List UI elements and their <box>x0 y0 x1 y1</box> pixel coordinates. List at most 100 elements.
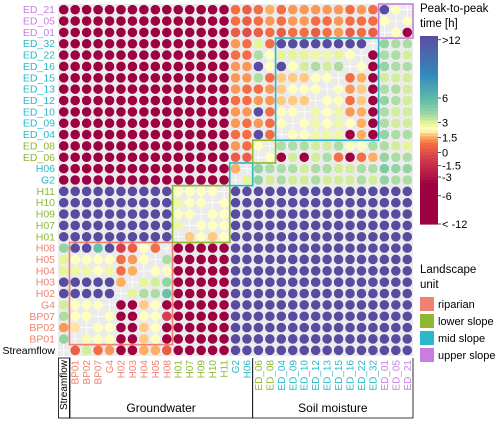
heatmap-point <box>161 141 172 151</box>
heatmap-point <box>70 84 80 94</box>
colorbar-segment <box>420 205 438 209</box>
heatmap-point <box>104 61 115 72</box>
heatmap-point <box>104 231 115 242</box>
heatmap-point <box>70 288 80 299</box>
heatmap-point <box>356 345 367 356</box>
heatmap-point <box>242 73 252 83</box>
heatmap-point <box>265 73 275 83</box>
colorbar-segment <box>420 186 438 191</box>
heatmap-point <box>81 197 92 208</box>
heatmap-point <box>219 73 229 83</box>
heatmap-point <box>368 163 378 174</box>
heatmap-point <box>356 243 367 253</box>
heatmap-point <box>93 27 103 38</box>
heatmap-point <box>161 254 172 265</box>
heatmap-point <box>173 243 184 253</box>
heatmap-point <box>230 277 241 287</box>
heatmap-point <box>104 152 115 163</box>
heatmap-point <box>184 254 195 265</box>
heatmap-point <box>196 61 206 72</box>
colorbar-segment <box>420 164 438 169</box>
heatmap-point <box>173 175 184 185</box>
heatmap-point <box>242 345 252 356</box>
legend-label: riparian <box>438 299 475 311</box>
heatmap-point <box>379 231 390 242</box>
heatmap-point <box>322 254 332 265</box>
heatmap-point <box>299 129 310 140</box>
heatmap-point <box>139 209 149 219</box>
heatmap-point <box>265 288 275 299</box>
heatmap-point <box>150 95 161 106</box>
heatmap-point <box>116 311 126 322</box>
heatmap-point <box>368 311 378 322</box>
heatmap-point <box>345 84 355 94</box>
heatmap-point <box>287 197 298 208</box>
heatmap-point <box>184 163 195 174</box>
heatmap-point <box>345 277 355 287</box>
heatmap-point <box>219 231 229 242</box>
heatmap-point <box>345 197 355 208</box>
heatmap-point <box>104 254 115 265</box>
heatmap-point <box>276 152 287 163</box>
x-tick-label: ED_10 <box>300 360 311 391</box>
heatmap-point <box>173 163 184 174</box>
heatmap-point <box>322 334 332 344</box>
heatmap-point <box>150 61 161 72</box>
colorbar-segment <box>420 61 438 65</box>
heatmap-point <box>70 4 80 15</box>
heatmap-point <box>230 197 241 208</box>
x-tick-label: H08 <box>162 360 173 379</box>
heatmap-point <box>253 311 264 322</box>
heatmap-point <box>93 300 103 310</box>
heatmap-point <box>253 266 264 276</box>
legend-swatch <box>420 331 434 345</box>
heatmap-point <box>104 220 115 231</box>
heatmap-point <box>58 95 69 106</box>
heatmap-point <box>345 16 355 26</box>
heatmap-point <box>333 50 344 60</box>
heatmap-point <box>93 220 103 231</box>
heatmap-point <box>184 118 195 129</box>
heatmap-point <box>230 345 241 356</box>
heatmap-point <box>265 50 275 60</box>
heatmap-point <box>356 231 367 242</box>
heatmap-point <box>299 311 310 322</box>
heatmap-point <box>265 197 275 208</box>
heatmap-point <box>310 311 321 322</box>
heatmap-point <box>265 152 275 163</box>
heatmap-point <box>196 16 206 26</box>
heatmap-point <box>322 152 332 163</box>
heatmap-point <box>150 84 161 94</box>
heatmap-point <box>150 277 161 287</box>
heatmap-point <box>242 231 252 242</box>
heatmap-point <box>379 84 390 94</box>
heatmap-point <box>173 27 184 38</box>
heatmap-point <box>379 107 390 117</box>
heatmap-point <box>287 95 298 106</box>
heatmap-point <box>207 254 218 265</box>
heatmap-point <box>104 107 115 117</box>
heatmap-point <box>345 118 355 129</box>
heatmap-point <box>391 50 401 60</box>
heatmap-point <box>196 220 206 231</box>
heatmap-point <box>230 84 241 94</box>
heatmap-point <box>161 152 172 163</box>
heatmap-point <box>287 27 298 38</box>
heatmap-point <box>127 175 138 185</box>
heatmap-point <box>379 277 390 287</box>
heatmap-point <box>207 38 218 49</box>
heatmap-point <box>219 50 229 60</box>
heatmap-point <box>173 334 184 344</box>
heatmap-point <box>207 61 218 72</box>
heatmap-point <box>139 254 149 265</box>
heatmap-point <box>196 311 206 322</box>
colorbar-segment <box>420 104 438 109</box>
y-tick-label: H06 <box>36 163 55 175</box>
colorbar-segment <box>420 57 438 62</box>
heatmap-point <box>116 152 126 163</box>
heatmap-point <box>391 4 401 15</box>
heatmap-point <box>81 107 92 117</box>
heatmap-point <box>322 50 332 60</box>
colorbar-segment <box>420 98 438 103</box>
